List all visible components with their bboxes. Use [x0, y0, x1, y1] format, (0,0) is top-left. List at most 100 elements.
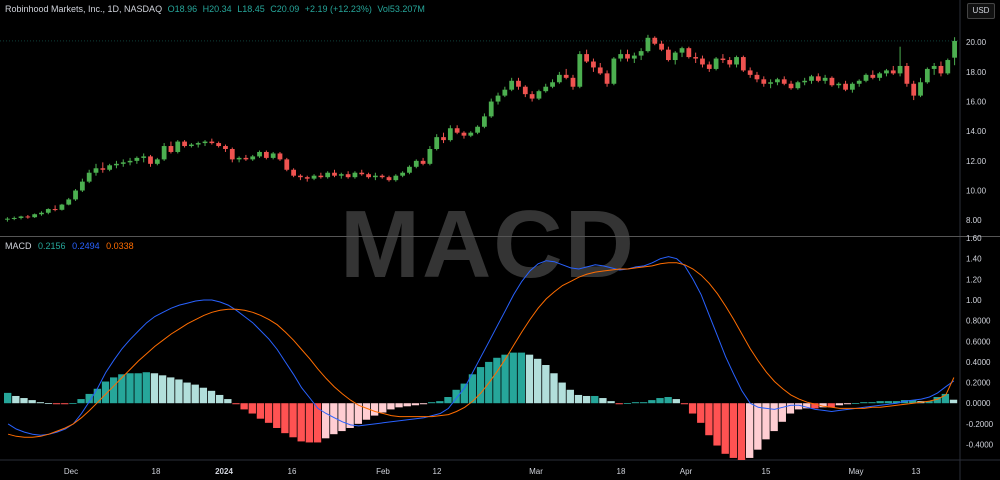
candle-body[interactable] [270, 153, 276, 158]
candle-body[interactable] [298, 175, 303, 178]
candle-body[interactable] [795, 82, 801, 89]
candle-body[interactable] [577, 54, 583, 87]
candle-body[interactable] [318, 175, 324, 178]
candle-body[interactable] [836, 83, 842, 86]
candle-body[interactable] [863, 74, 869, 81]
candle-body[interactable] [461, 132, 467, 136]
candle-body[interactable] [284, 159, 290, 170]
candle-body[interactable] [154, 159, 160, 164]
candle-body[interactable] [761, 79, 767, 84]
candle-body[interactable] [325, 172, 331, 178]
candle-body[interactable] [114, 163, 119, 166]
candle-body[interactable] [563, 74, 569, 78]
candle-body[interactable] [32, 214, 38, 218]
candle-body[interactable] [73, 190, 78, 200]
candle-body[interactable] [386, 177, 392, 181]
candle-body[interactable] [400, 172, 406, 176]
candle-body[interactable] [720, 58, 726, 61]
candle-body[interactable] [686, 48, 692, 58]
candle-body[interactable] [250, 156, 256, 160]
candle-body[interactable] [829, 77, 835, 86]
candle-body[interactable] [768, 82, 773, 84]
candle-body[interactable] [918, 82, 923, 96]
candle-body[interactable] [911, 83, 917, 96]
candle-body[interactable] [611, 58, 617, 84]
candle-body[interactable] [556, 74, 562, 83]
candle-body[interactable] [427, 149, 433, 164]
candle-body[interactable] [25, 216, 31, 218]
candle-body[interactable] [148, 156, 153, 164]
candle-body[interactable] [550, 82, 555, 87]
candle-body[interactable] [393, 175, 399, 181]
candle-body[interactable] [536, 91, 542, 99]
macd-label[interactable]: MACD [5, 241, 32, 251]
candle-body[interactable] [223, 146, 228, 149]
candle-body[interactable] [529, 94, 535, 99]
candle-body[interactable] [570, 77, 576, 87]
candle-body[interactable] [734, 57, 739, 65]
candle-body[interactable] [516, 80, 521, 87]
candle-body[interactable] [45, 209, 51, 213]
candle-body[interactable] [747, 70, 753, 75]
candle-body[interactable] [447, 128, 453, 141]
candle-body[interactable] [168, 146, 174, 152]
candle-body[interactable] [257, 151, 262, 157]
candle-body[interactable] [107, 165, 113, 170]
candle-body[interactable] [86, 172, 92, 182]
candle-body[interactable] [822, 77, 828, 81]
candle-body[interactable] [100, 168, 106, 170]
candle-body[interactable] [195, 143, 201, 145]
candle-body[interactable] [202, 141, 208, 144]
candle-body[interactable] [482, 116, 487, 127]
candle-body[interactable] [413, 160, 419, 167]
candle-body[interactable] [625, 54, 630, 59]
candle-body[interactable] [849, 83, 855, 90]
candle-body[interactable] [5, 218, 10, 220]
candle-body[interactable] [434, 137, 440, 149]
candle-body[interactable] [740, 57, 746, 71]
candle-body[interactable] [277, 153, 283, 160]
candle-body[interactable] [897, 65, 903, 74]
candle-body[interactable] [175, 141, 181, 152]
candle-body[interactable] [802, 80, 808, 83]
candle-body[interactable] [659, 43, 664, 50]
currency-button[interactable]: USD [967, 3, 995, 19]
candle-body[interactable] [263, 151, 269, 158]
candle-body[interactable] [870, 74, 876, 78]
candle-body[interactable] [495, 95, 501, 102]
candle-body[interactable] [407, 166, 412, 173]
candle-body[interactable] [441, 137, 446, 141]
candle-body[interactable] [229, 149, 235, 160]
candle-body[interactable] [379, 175, 385, 178]
candle-body[interactable] [475, 126, 480, 133]
candle-body[interactable] [509, 80, 515, 90]
candle-body[interactable] [243, 157, 249, 160]
candle-body[interactable] [604, 73, 610, 84]
candle-body[interactable] [700, 58, 705, 65]
candle-body[interactable] [236, 157, 242, 160]
candle-body[interactable] [454, 128, 460, 133]
candle-body[interactable] [291, 169, 296, 176]
candle-body[interactable] [93, 168, 99, 173]
candle-body[interactable] [931, 65, 937, 69]
candle-body[interactable] [468, 132, 474, 136]
candle-body[interactable] [216, 143, 222, 147]
candle-body[interactable] [127, 160, 133, 163]
candle-body[interactable] [311, 175, 317, 179]
candle-body[interactable] [543, 86, 549, 92]
candle-body[interactable] [877, 73, 883, 78]
candle-body[interactable] [332, 172, 337, 176]
candle-body[interactable] [134, 157, 140, 161]
candle-body[interactable] [189, 144, 194, 147]
candle-body[interactable] [713, 58, 719, 69]
candle-body[interactable] [161, 146, 167, 160]
candle-body[interactable] [488, 101, 494, 117]
candle-body[interactable] [597, 67, 603, 74]
candle-body[interactable] [209, 141, 215, 144]
candle-body[interactable] [372, 175, 378, 178]
candle-body[interactable] [945, 60, 951, 74]
candle-body[interactable] [706, 64, 712, 69]
candle-body[interactable] [338, 174, 344, 176]
candle-body[interactable] [788, 83, 794, 89]
